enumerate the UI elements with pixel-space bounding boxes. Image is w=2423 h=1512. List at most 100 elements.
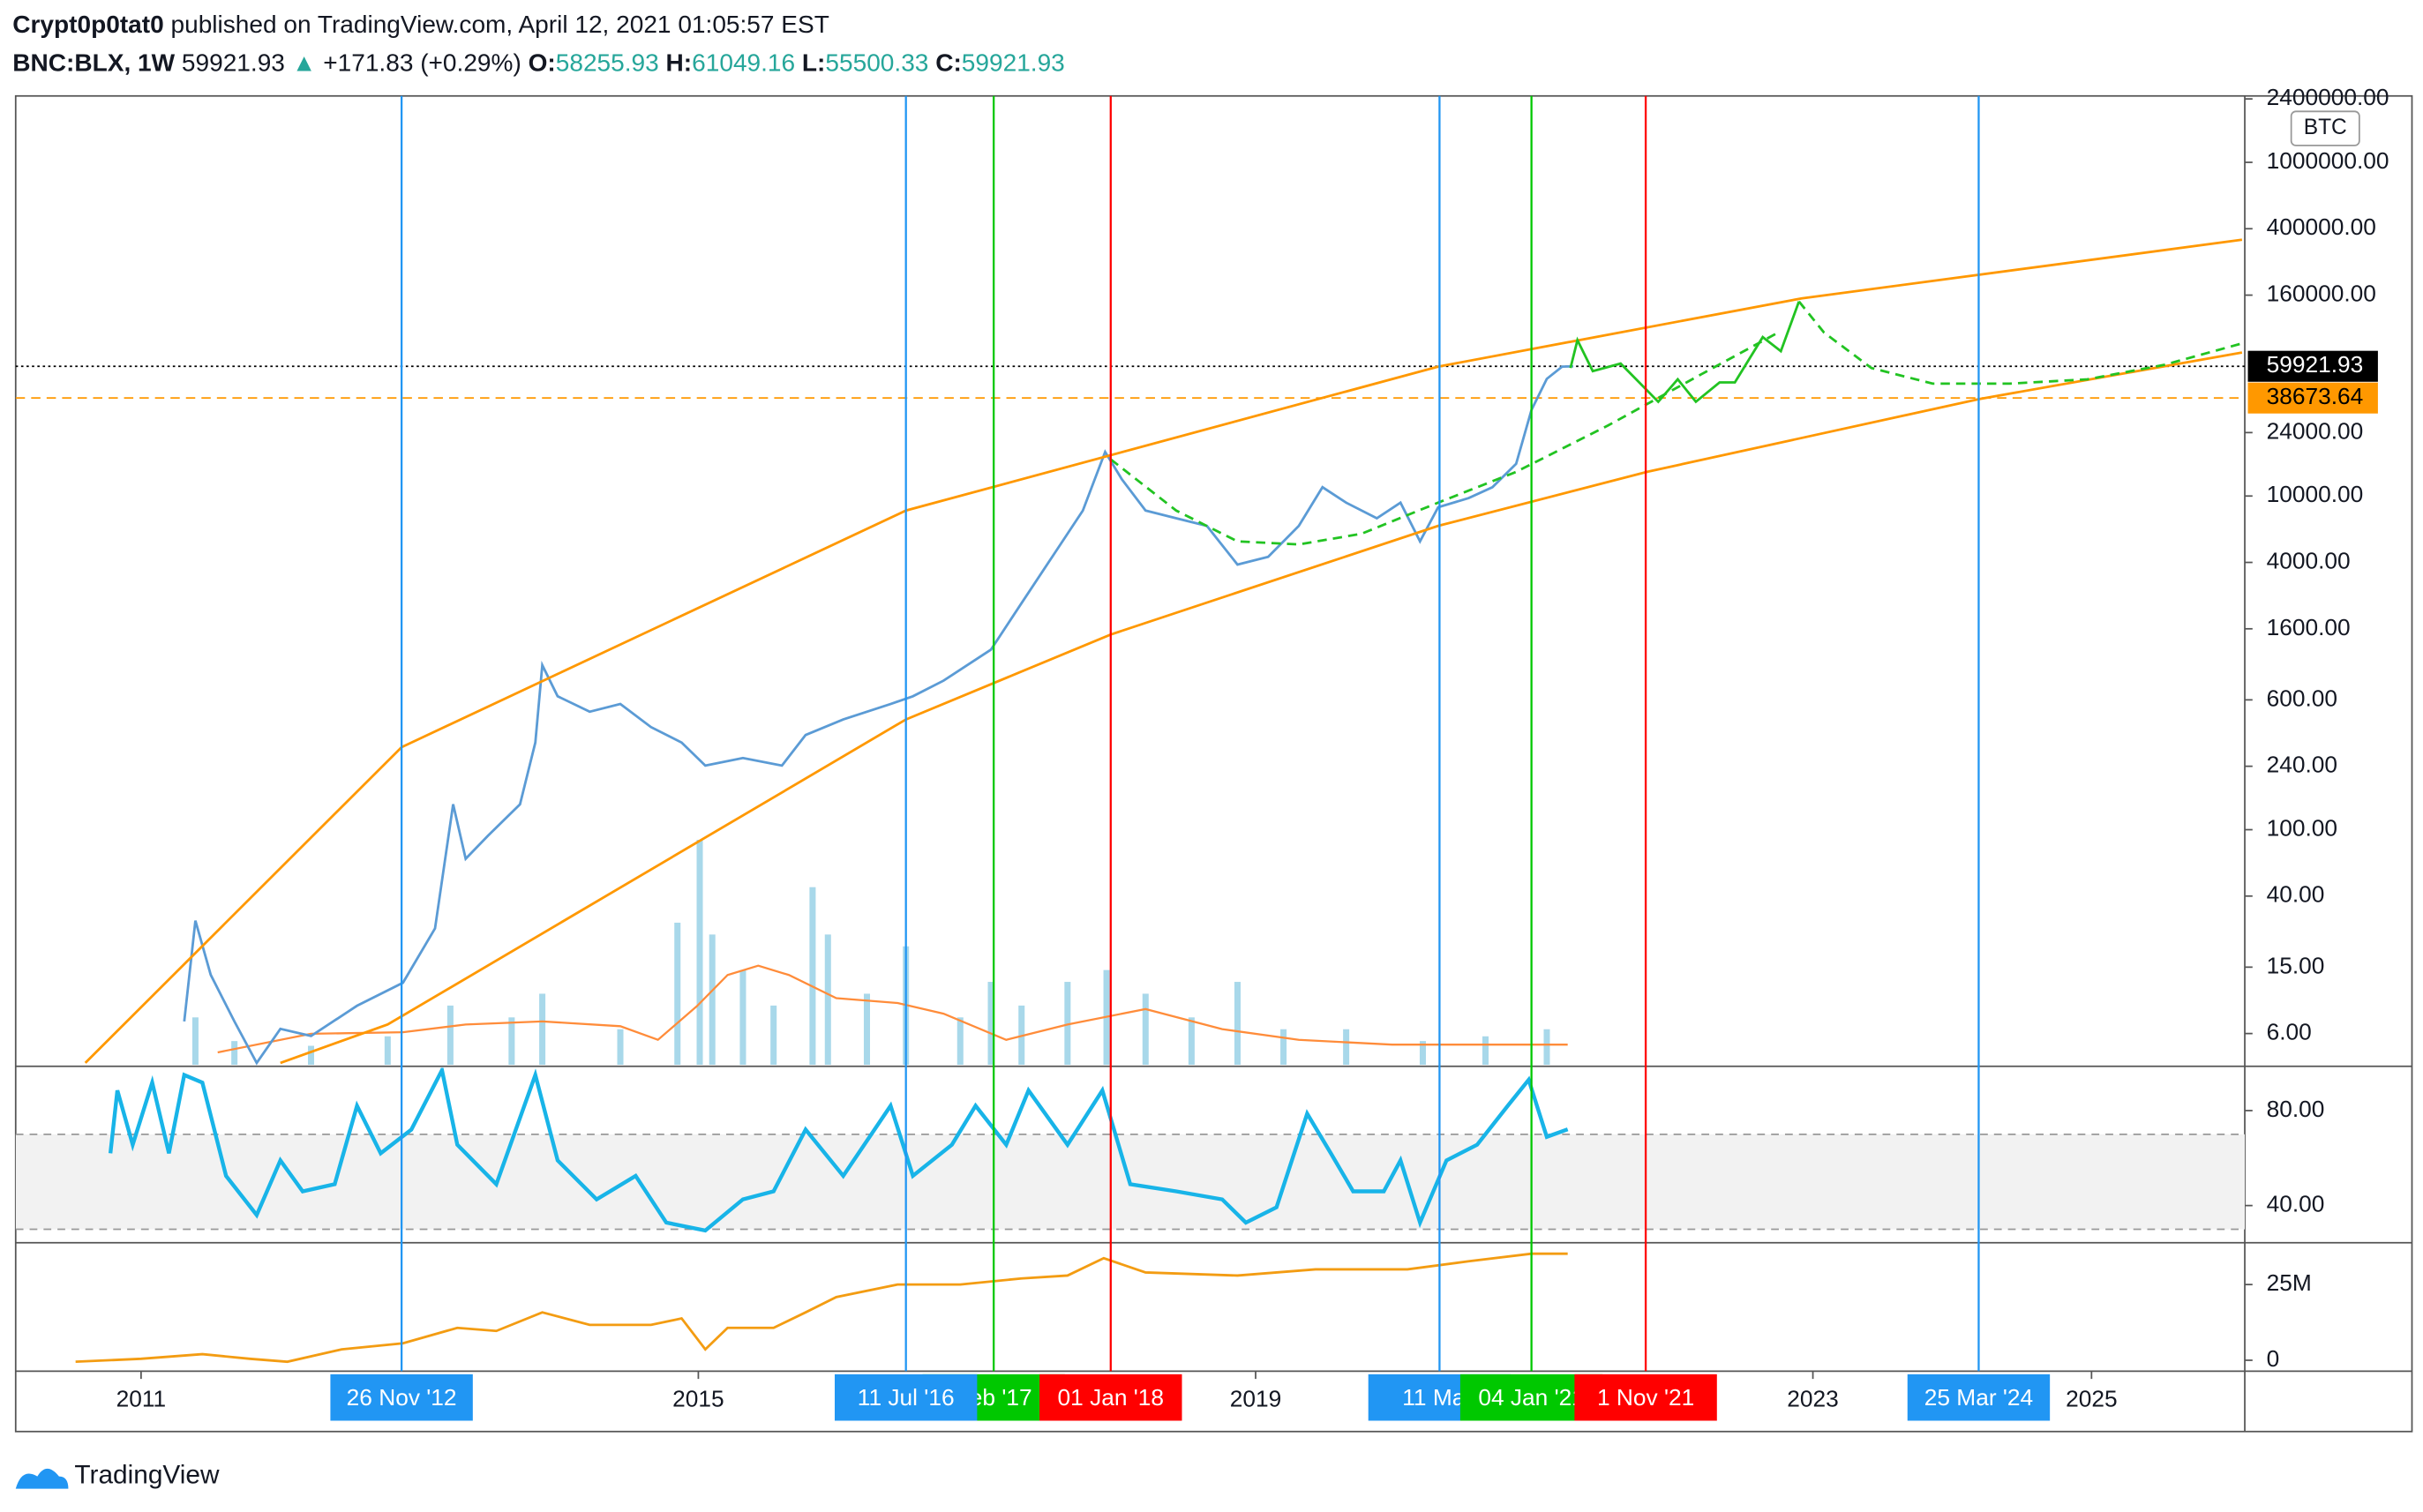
low: 55500.33 <box>825 49 928 77</box>
price-label: 59921.93 <box>2267 351 2364 378</box>
y-tick-label: 15.00 <box>2267 952 2325 978</box>
price-label-bg <box>2247 382 2378 414</box>
volume-bar <box>191 1017 199 1065</box>
markers <box>400 95 1980 1372</box>
y-tick-label: 1000000.00 <box>2267 147 2389 174</box>
unit-box <box>2290 110 2360 146</box>
o-label: O: <box>529 49 556 77</box>
marker-label: 04 Jan '21 <box>1478 1384 1585 1411</box>
volume-bar <box>1142 993 1149 1065</box>
marker-label: 1 Nov '21 <box>1597 1384 1694 1411</box>
rsi-panel <box>15 1067 2246 1233</box>
y-tick-label: 2400000.00 <box>2267 84 2389 110</box>
series-line <box>1569 301 1801 404</box>
x-tick-label: 2019 <box>1230 1386 1282 1412</box>
volume-bar <box>539 993 546 1065</box>
marker-badge <box>1574 1374 1717 1421</box>
last: 59921.93 <box>182 49 285 77</box>
obv-panel <box>75 1252 1568 1364</box>
axes: 6.00 15.00 40.00 100.00 240.00 600.00 1600.00 4… <box>116 84 2389 1421</box>
volume-bar <box>1234 982 1241 1065</box>
volume-bar <box>1188 1017 1195 1065</box>
x-tick-label: 2015 <box>672 1386 724 1412</box>
y-tick-label: 10000.00 <box>2267 481 2364 507</box>
y-tick-label: 240.00 <box>2267 752 2337 778</box>
y-tick-label: 100.00 <box>2267 814 2337 841</box>
author: Crypt0p0tat0 <box>12 11 163 38</box>
header-line: Crypt0p0tat0 published on TradingView.co… <box>12 11 829 38</box>
series-line <box>183 364 1574 1066</box>
volume-ma <box>217 964 1568 1054</box>
y-tick-label: 40.00 <box>2267 881 2325 908</box>
marker-label: 26 Nov '12 <box>347 1384 457 1411</box>
marker-label: 01 Jan '18 <box>1058 1384 1165 1411</box>
y-tick-label: 40.00 <box>2267 1191 2325 1217</box>
c-label: C: <box>935 49 962 77</box>
volume-bar <box>696 839 703 1065</box>
volume-bar <box>739 969 746 1065</box>
volume-bar <box>1343 1029 1350 1065</box>
y-tick-label: 6.00 <box>2267 1019 2312 1045</box>
marker-label: 25 Mar '24 <box>1924 1384 2033 1411</box>
published: published on TradingView.com, April 12, … <box>171 11 829 38</box>
volume-bar <box>1064 982 1071 1065</box>
logo <box>15 1468 69 1489</box>
volume-bar <box>307 1045 315 1065</box>
volume-bar <box>1419 1041 1426 1065</box>
y-tick-label: 1600.00 <box>2267 614 2351 640</box>
x-tick-label: 2023 <box>1787 1386 1839 1412</box>
symbol: BNC:BLX, 1W <box>12 49 175 77</box>
open: 58255.93 <box>556 49 659 77</box>
y-tick-label: 600.00 <box>2267 685 2337 711</box>
volume-bar <box>446 1005 454 1065</box>
y-tick-label: 4000.00 <box>2267 547 2351 573</box>
volume-bar <box>384 1036 391 1065</box>
l-label: L: <box>802 49 825 77</box>
volume-bar <box>809 887 816 1065</box>
brand: TradingView <box>74 1461 220 1490</box>
frame <box>14 94 2413 1433</box>
arrow: ▲ <box>292 49 317 77</box>
price-label-bg <box>2247 350 2378 382</box>
volume-bar <box>674 922 681 1065</box>
volume-bar <box>617 1029 624 1065</box>
series-line <box>108 1067 1569 1233</box>
unit-label: BTC <box>2304 116 2347 139</box>
y-tick-label: 0 <box>2267 1345 2280 1372</box>
volume-bar <box>956 1017 964 1065</box>
y-tick-label: 80.00 <box>2267 1096 2325 1122</box>
h-label: H: <box>666 49 693 77</box>
series-line <box>1797 300 2243 385</box>
volume-bar <box>863 993 870 1065</box>
marker-badge <box>330 1374 473 1421</box>
volume-bar <box>824 934 831 1065</box>
volume-bar <box>231 1041 238 1065</box>
y-tick-label: 25M <box>2267 1269 2312 1296</box>
volume-bar <box>1280 1029 1287 1065</box>
marker-badge <box>1039 1374 1182 1421</box>
marker-badge <box>834 1374 978 1421</box>
y-tick-label: 160000.00 <box>2267 281 2376 307</box>
volume-bar <box>1482 1036 1489 1065</box>
price-label: 38673.64 <box>2267 383 2364 409</box>
series-line <box>84 238 2243 1064</box>
series-line <box>75 1252 1568 1364</box>
price-panel <box>15 238 2246 1066</box>
series-line <box>1109 331 1779 546</box>
volume-bar <box>709 934 716 1065</box>
volume-bar <box>1543 1029 1550 1065</box>
high: 61049.16 <box>692 49 795 77</box>
volume-bar <box>987 982 994 1065</box>
close: 59921.93 <box>962 49 1065 77</box>
y-tick-label: 24000.00 <box>2267 417 2364 444</box>
x-tick-label: 2011 <box>116 1386 167 1412</box>
y-tick-label: 400000.00 <box>2267 213 2376 240</box>
volume-bar <box>508 1017 515 1065</box>
change: +171.83 (+0.29%) <box>323 49 521 77</box>
x-tick-label: 2025 <box>2066 1386 2118 1412</box>
marker-badge <box>1907 1374 2051 1421</box>
series-line <box>280 351 2243 1065</box>
ohlc-line: BNC:BLX, 1W 59921.93 ▲ +171.83 (+0.29%) … <box>12 49 1065 77</box>
marker-label: 11 Jul '16 <box>858 1384 955 1411</box>
